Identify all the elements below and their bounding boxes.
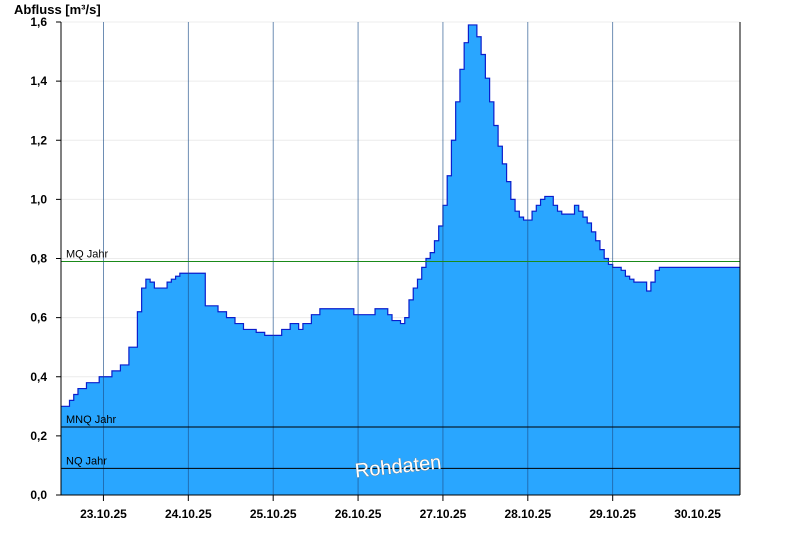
y-tick-label: 1,6 bbox=[30, 15, 47, 29]
reference-line-label: MQ Jahr bbox=[66, 248, 109, 260]
x-tick-label: 29.10.25 bbox=[589, 507, 636, 521]
y-tick-label: 0,8 bbox=[30, 252, 47, 266]
discharge-area-fill bbox=[61, 24, 740, 496]
x-tick-label: 30.10.25 bbox=[674, 507, 721, 521]
y-tick-label: 1,2 bbox=[30, 133, 47, 147]
discharge-line bbox=[61, 24, 740, 407]
y-tick-label: 0,6 bbox=[30, 311, 47, 325]
y-tick-label: 1,4 bbox=[30, 74, 47, 88]
x-tick-label: 26.10.25 bbox=[335, 507, 382, 521]
discharge-area bbox=[61, 24, 740, 496]
y-tick-label: 0,4 bbox=[30, 370, 47, 384]
y-tick-label: 1,0 bbox=[30, 192, 47, 206]
x-axis-ticks: 23.10.25 24.10.25 25.10.25 26.10.25 27.10.25… bbox=[80, 495, 721, 521]
day-separator-lines bbox=[103, 22, 614, 495]
x-tick-label: 27.10.25 bbox=[420, 507, 467, 521]
reference-line-label: MNQ Jahr bbox=[66, 414, 116, 426]
y-axis-title: Abfluss [m³/s] bbox=[14, 2, 101, 17]
x-tick-label: 28.10.25 bbox=[504, 507, 551, 521]
y-axis-ticks: 0,0 0,2 0,4 0,6 0,8 1,0 1,2 1,4 1,6 bbox=[30, 15, 61, 502]
reference-lines: MQ Jahr MNQ Jahr NQ Jahr bbox=[61, 248, 740, 469]
x-tick-label: 25.10.25 bbox=[250, 507, 297, 521]
x-tick-label: 24.10.25 bbox=[165, 507, 212, 521]
reference-line-label: NQ Jahr bbox=[66, 455, 107, 467]
y-tick-label: 0,2 bbox=[30, 429, 47, 443]
x-tick-label: 23.10.25 bbox=[80, 507, 127, 521]
y-tick-label: 0,0 bbox=[30, 488, 47, 502]
